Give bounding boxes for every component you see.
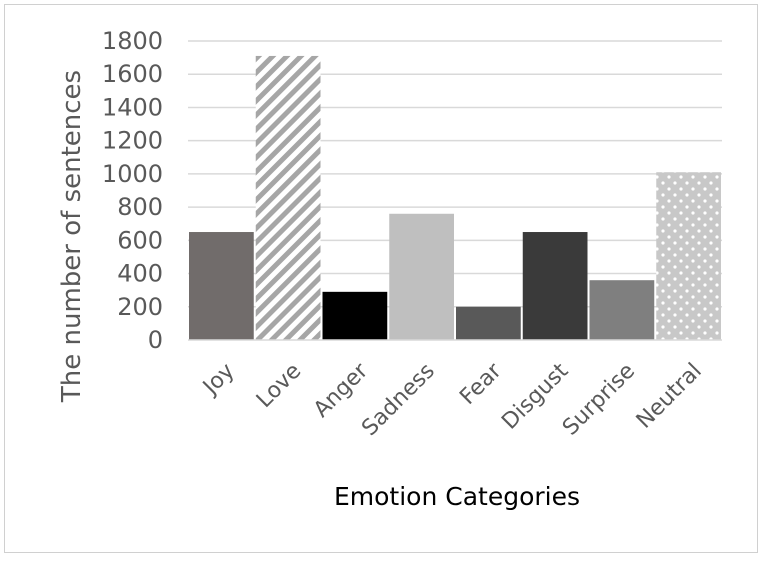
bar-sadness	[389, 213, 454, 340]
bar-neutral	[656, 172, 721, 340]
y-tick-label: 1800	[102, 27, 163, 55]
x-category-label: Sadness	[357, 359, 440, 442]
y-tick-label: 1400	[102, 93, 163, 121]
x-category-label: Neutral	[632, 359, 707, 434]
y-tick-label: 1200	[102, 127, 163, 155]
y-tick-label: 1600	[102, 60, 163, 88]
bars	[189, 55, 721, 340]
bar-love	[255, 55, 321, 340]
bar-surprise	[589, 280, 655, 340]
y-tick-label: 1000	[102, 160, 163, 188]
y-axis-ticks: 0 200 400 600 800 1000 1200 1400 1600 1800	[102, 27, 163, 354]
x-category-label: Joy	[197, 359, 239, 401]
x-category-label: Anger	[309, 358, 374, 423]
bar-joy	[189, 232, 254, 340]
x-category-label: Fear	[455, 358, 507, 410]
bar-anger	[322, 291, 388, 340]
x-axis-title: Emotion Categories	[334, 482, 580, 511]
y-tick-label: 600	[117, 226, 163, 254]
y-axis-title: The number of sentences	[57, 70, 87, 403]
x-category-label: Love	[252, 359, 306, 413]
x-category-label: Surprise	[558, 359, 640, 441]
y-tick-label: 800	[117, 193, 163, 221]
bar-disgust	[522, 232, 588, 340]
y-tick-label: 0	[148, 326, 163, 354]
y-tick-label: 200	[117, 293, 163, 321]
y-tick-label: 400	[117, 260, 163, 288]
chart-frame	[4, 4, 758, 553]
bar-fear	[456, 306, 521, 340]
